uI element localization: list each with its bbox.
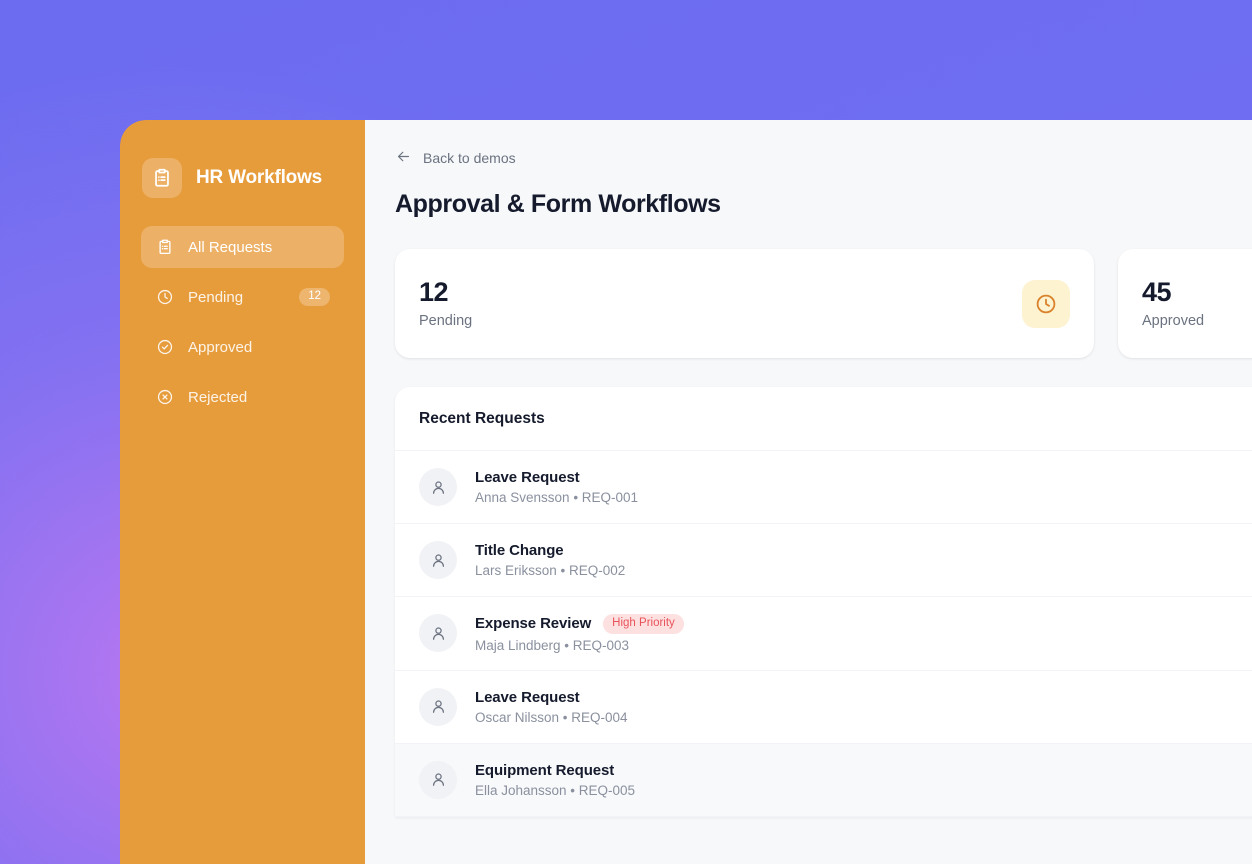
clipboard-list-icon [155, 238, 174, 257]
stat-label: Pending [419, 313, 473, 330]
page-title: Approval & Form Workflows [395, 190, 721, 218]
table-row[interactable]: Leave Request Oscar Nilsson • REQ-004 [395, 671, 1252, 744]
stat-value: 12 [419, 276, 449, 307]
app-window: HR Workflows All Requests [120, 120, 1252, 864]
request-title: Title Change [475, 542, 564, 559]
request-title-line: Title Change [475, 542, 625, 559]
clock-icon [1022, 279, 1070, 328]
sidebar-item-label: All Requests [188, 238, 273, 256]
table-row[interactable]: Expense Review High Priority Maja Lindbe… [395, 597, 1252, 671]
stats-row: 12 Pending 45 Approved [395, 249, 1252, 358]
avatar [419, 614, 457, 653]
sidebar-item-rejected[interactable]: Rejected [141, 376, 344, 418]
request-meta: Oscar Nilsson • REQ-004 [475, 709, 628, 725]
sidebar-item-pending[interactable]: Pending 12 [141, 276, 344, 318]
request-info: Title Change Lars Eriksson • REQ-002 [475, 542, 625, 578]
request-meta: Maja Lindberg • REQ-003 [475, 637, 630, 653]
clipboard-list-icon [142, 158, 182, 198]
sidebar-item-all-requests[interactable]: All Requests [141, 226, 344, 268]
stat-card-pending[interactable]: 12 Pending [395, 249, 1094, 358]
sidebar-nav: All Requests Pending 12 Approved [120, 226, 365, 418]
sidebar-item-label: Approved [188, 338, 253, 356]
request-meta: Anna Svensson • REQ-001 [475, 490, 639, 505]
main-content: Back to demos Approval & Form Workflows … [365, 120, 1252, 864]
request-info: Expense Review High Priority Maja Lindbe… [475, 614, 684, 653]
request-info: Equipment Request Ella Johansson • REQ-0… [475, 762, 635, 798]
stat-text-group: 45 Approved [1142, 276, 1205, 330]
request-title: Equipment Request [475, 761, 615, 779]
sidebar-item-label: Pending [188, 288, 244, 306]
stat-card-approved[interactable]: 45 Approved [1118, 249, 1252, 358]
clock-icon [155, 288, 174, 307]
avatar [419, 687, 457, 726]
request-title-line: Equipment Request [475, 762, 635, 779]
table-row[interactable]: Equipment Request Ella Johansson • REQ-0… [395, 743, 1252, 817]
request-title-line: Leave Request [475, 689, 628, 706]
back-to-demos-link[interactable]: Back to demos [395, 148, 516, 168]
arrow-left-icon [395, 148, 412, 168]
brand: HR Workflows [120, 158, 365, 198]
request-title: Leave Request [475, 469, 580, 486]
stat-label: Approved [1142, 313, 1205, 330]
request-info: Leave Request Oscar Nilsson • REQ-004 [475, 689, 628, 725]
recent-requests-title: Recent Requests [395, 387, 1252, 451]
check-circle-icon [155, 338, 174, 357]
avatar [419, 760, 457, 799]
stat-value: 45 [1142, 276, 1172, 307]
x-circle-icon [155, 388, 174, 407]
request-meta: Ella Johansson • REQ-005 [475, 782, 636, 798]
back-link-label: Back to demos [423, 150, 516, 166]
sidebar-item-label: Rejected [188, 388, 248, 406]
request-title-line: Leave Request [475, 469, 638, 486]
avatar [419, 541, 457, 579]
priority-badge: High Priority [603, 614, 684, 634]
sidebar-item-approved[interactable]: Approved [141, 326, 344, 368]
request-title: Expense Review [475, 615, 592, 633]
avatar [419, 468, 457, 506]
pending-count-badge: 12 [299, 288, 330, 306]
request-info: Leave Request Anna Svensson • REQ-001 [475, 469, 638, 505]
request-title-line: Expense Review High Priority [475, 614, 684, 634]
table-row[interactable]: Title Change Lars Eriksson • REQ-002 [395, 524, 1252, 597]
brand-title: HR Workflows [196, 167, 323, 188]
stat-text-group: 12 Pending [419, 276, 473, 330]
table-row[interactable]: Leave Request Anna Svensson • REQ-001 [395, 451, 1252, 524]
recent-requests-card: Recent Requests Leave Request Anna Svens… [395, 387, 1252, 817]
sidebar: HR Workflows All Requests [120, 120, 365, 864]
request-meta: Lars Eriksson • REQ-002 [475, 563, 626, 578]
request-title: Leave Request [475, 688, 580, 706]
